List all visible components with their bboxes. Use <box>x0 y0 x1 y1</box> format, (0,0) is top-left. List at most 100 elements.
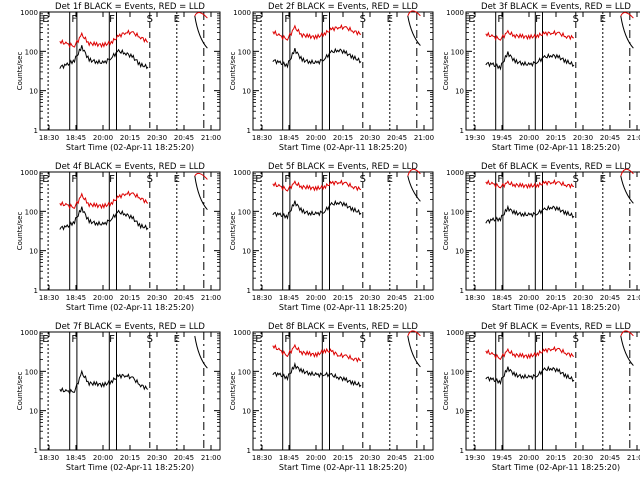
panel5-title: Det 5f BLACK = Events, RED = LLD <box>268 162 418 172</box>
panel8-x-tick-label: 18:30 <box>252 454 272 462</box>
panel8-marker-label: F <box>284 334 290 345</box>
panel9-x-tick-label: 20:30 <box>573 454 593 462</box>
panel8-marker-label: S <box>360 334 366 345</box>
panel1-y-tick-label: 100 <box>25 48 38 56</box>
panel2-lld-series <box>272 23 362 41</box>
panel7-x-axis-label: Start Time (02-Apr-11 18:25:20) <box>66 463 194 472</box>
panel7-x-tick-label: 20:45 <box>174 454 194 462</box>
panel5-y-tick-label: 100 <box>238 208 251 216</box>
panel4-marker-label: S <box>147 174 153 185</box>
panel4-marker-label: E <box>42 174 48 185</box>
panel9-x-axis-label: Start Time (02-Apr-11 18:25:20) <box>492 463 620 472</box>
panel1-y-tick-label: 1 <box>34 127 38 135</box>
panel9-marker-label: F <box>535 334 541 345</box>
panel3-x-tick-label: 19:45 <box>492 134 512 142</box>
panel2-y-tick-label: 1000 <box>233 9 251 17</box>
panel6-x-tick-label: 18:45 <box>492 294 512 302</box>
panel6-marker-label: F <box>535 174 541 185</box>
panel8-marker-label: F <box>322 334 328 345</box>
panel1-marker-label: S <box>147 14 153 25</box>
panel2-x-tick-label: 20:30 <box>360 134 380 142</box>
panel3-x-tick-label: 20:00 <box>519 134 539 142</box>
panel4-events-series <box>59 206 149 231</box>
panel2-marker-label: E <box>387 14 393 25</box>
panel3-marker-label: F <box>535 14 541 25</box>
panel3-series-tail <box>620 15 634 49</box>
panel9-lld-series <box>485 345 575 361</box>
panel9-marker-label: F <box>497 334 503 345</box>
panel7-series-tail <box>194 335 208 369</box>
panel2-x-tick-label: 20:45 <box>387 134 407 142</box>
panel4-x-tick-label: 20:45 <box>174 294 194 302</box>
panel9-y-tick-label: 10 <box>455 408 464 416</box>
panel9-title: Det 9f BLACK = Events, RED = LLD <box>481 322 631 332</box>
panel4-x-tick-label: 21:00 <box>201 294 221 302</box>
panel8-x-tick-label: 20:00 <box>306 454 326 462</box>
panel6-marker-label: E <box>600 174 606 185</box>
panel7-x-tick-label: 20:15 <box>120 454 140 462</box>
panel6-y-axis-label: Counts/sec <box>442 212 450 251</box>
panel8-marker-label: E <box>387 334 393 345</box>
panel8-y-axis-label: Counts/sec <box>229 372 237 411</box>
panel4-x-axis-label: Start Time (02-Apr-11 18:25:20) <box>66 303 194 312</box>
panel6-marker-label: E <box>468 174 474 185</box>
panel4-y-tick-label: 100 <box>25 208 38 216</box>
panel9-y-tick-label: 100 <box>451 368 464 376</box>
panel3-y-tick-label: 1 <box>460 127 464 135</box>
panel3-y-axis-label: Counts/sec <box>442 52 450 91</box>
panel5-x-axis-label: Start Time (02-Apr-11 18:25:20) <box>279 303 407 312</box>
panel4-plot-frame <box>39 171 221 291</box>
panel8-y-tick-label: 10 <box>242 408 251 416</box>
panel5-marker-label: F <box>284 174 290 185</box>
panel3-marker-label: F <box>497 14 503 25</box>
panel2-series-tail <box>407 15 421 46</box>
panel9-x-tick-label: 21:00 <box>627 454 640 462</box>
panel9-series-tail <box>620 335 634 366</box>
panel3-x-tick-label: 19:30 <box>465 134 485 142</box>
panel3-x-axis-label: Start Time (02-Apr-11 18:25:20) <box>492 143 620 152</box>
panel6-series-tail <box>620 168 634 177</box>
panel7-y-axis-label: Counts/sec <box>16 372 24 411</box>
panel1-y-tick-label: 10 <box>29 88 38 96</box>
panel4-y-tick-label: 1000 <box>20 169 38 177</box>
panel5-y-tick-label: 1 <box>247 287 251 295</box>
panel7-x-tick-label: 18:45 <box>66 454 86 462</box>
panel9-x-tick-label: 19:45 <box>492 454 512 462</box>
panel6-marker-label: F <box>497 174 503 185</box>
panel5-x-tick-label: 20:30 <box>360 294 380 302</box>
panel2-marker-label: F <box>284 14 290 25</box>
panel2-x-tick-label: 20:00 <box>306 134 326 142</box>
panel1-x-tick-label: 21:00 <box>201 134 221 142</box>
panel1-marker-label: F <box>71 14 77 25</box>
panel8-events-series <box>272 361 362 388</box>
panel7-marker-label: F <box>109 334 115 345</box>
panel1-x-tick-label: 20:15 <box>120 134 140 142</box>
panel5-events-series <box>272 199 362 220</box>
panel5-x-tick-label: 18:45 <box>279 294 299 302</box>
panel1-series-tail <box>194 15 208 49</box>
panel7-x-tick-label: 18:30 <box>39 454 59 462</box>
panel3-x-tick-label: 20:45 <box>600 134 620 142</box>
panel2-events-series <box>272 47 362 69</box>
panel9-series-tail <box>620 330 634 337</box>
panel6-x-tick-label: 20:45 <box>600 294 620 302</box>
panel4-marker-label: F <box>109 174 115 185</box>
panel5-x-tick-label: 21:00 <box>414 294 434 302</box>
panel8-title: Det 8f BLACK = Events, RED = LLD <box>268 322 418 332</box>
panel1-x-tick-label: 20:00 <box>93 134 113 142</box>
panel4-x-tick-label: 18:45 <box>66 294 86 302</box>
panel5-marker-label: F <box>322 174 328 185</box>
panel3-events-series <box>485 51 575 71</box>
panel7-x-tick-label: 20:30 <box>147 454 167 462</box>
panel6-y-tick-label: 100 <box>451 208 464 216</box>
panel4-series-tail <box>194 172 208 180</box>
panel7-events-series <box>59 369 149 395</box>
panel3-y-tick-label: 10 <box>455 88 464 96</box>
panel1-events-series <box>59 45 149 70</box>
panel5-x-tick-label: 20:45 <box>387 294 407 302</box>
panel7-marker-label: E <box>42 334 48 345</box>
panel5-marker-label: S <box>360 174 366 185</box>
panel2-x-axis-label: Start Time (02-Apr-11 18:25:20) <box>279 143 407 152</box>
panel1-plot-frame <box>39 11 221 131</box>
